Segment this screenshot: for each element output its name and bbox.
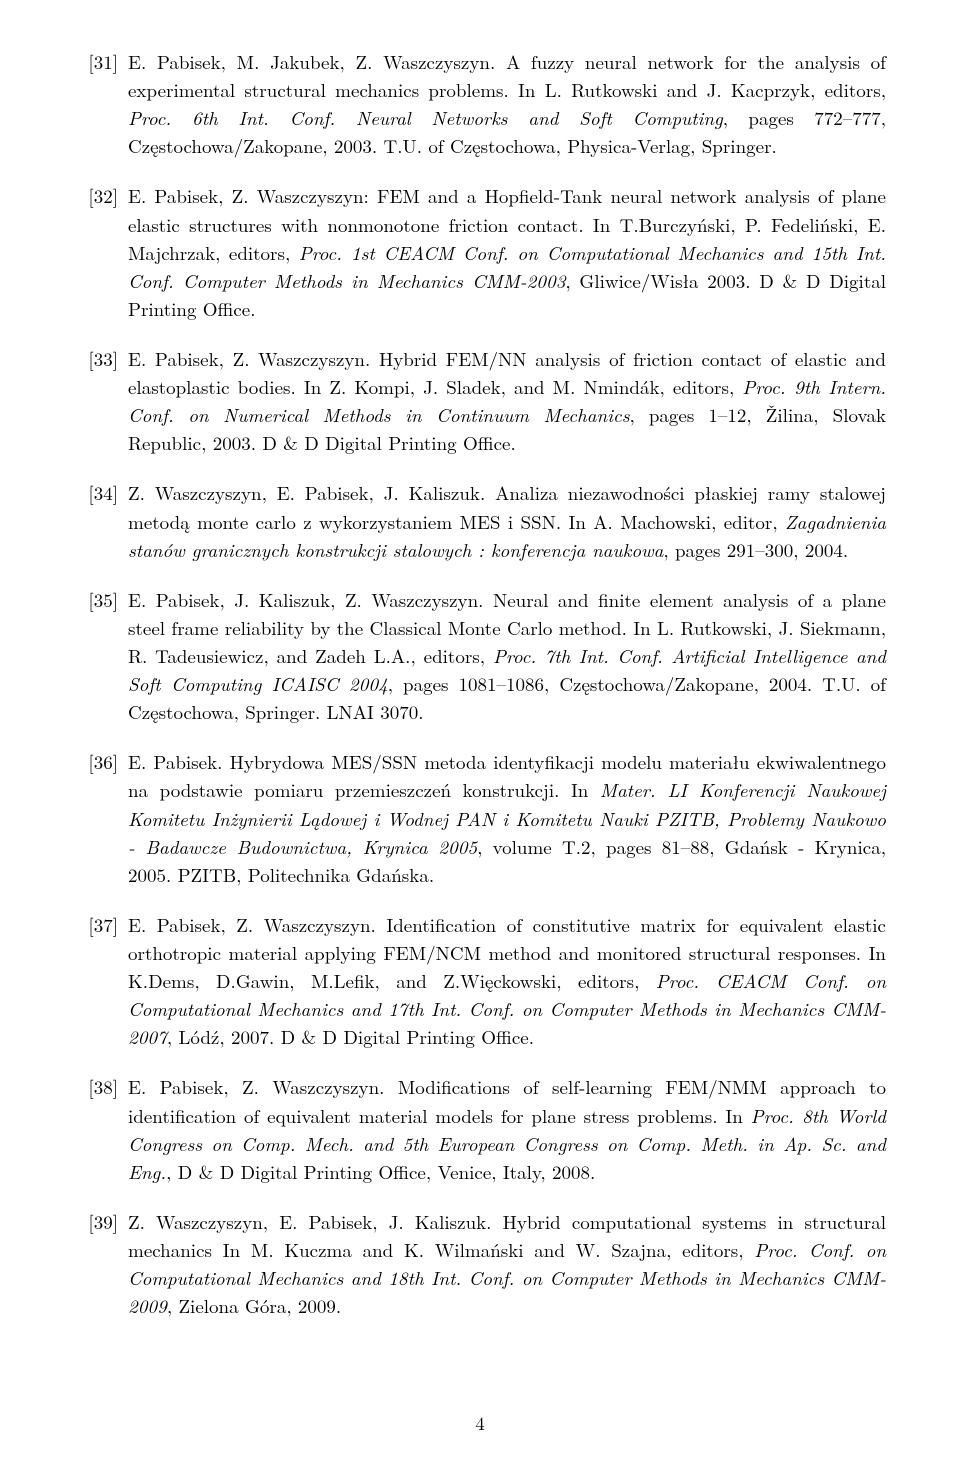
reference-text: E. Pabisek, Z. Waszczyszyn: FEM and a Ho… — [128, 182, 886, 323]
reference-number: [36] — [74, 748, 128, 776]
reference-number: [38] — [74, 1073, 128, 1101]
reference-text: Z. Waszczyszyn, E. Pabisek, J. Kaliszuk.… — [128, 1208, 886, 1320]
reference-text: E. Pabisek, M. Jakubek, Z. Waszczyszyn. … — [128, 48, 886, 160]
reference-item: [39]Z. Waszczyszyn, E. Pabisek, J. Kalis… — [74, 1208, 886, 1320]
page-number: 4 — [0, 1409, 960, 1436]
reference-text: E. Pabisek. Hybrydowa MES/SSN metoda ide… — [128, 748, 886, 889]
reference-text: E. Pabisek, Z. Waszczyszyn. Hybrid FEM/N… — [128, 345, 886, 457]
reference-item: [35]E. Pabisek, J. Kaliszuk, Z. Waszczys… — [74, 586, 886, 727]
reference-number: [31] — [74, 48, 128, 76]
reference-number: [39] — [74, 1208, 128, 1236]
reference-list: [31]E. Pabisek, M. Jakubek, Z. Waszczysz… — [74, 48, 886, 1320]
reference-item: [33]E. Pabisek, Z. Waszczyszyn. Hybrid F… — [74, 345, 886, 457]
reference-text: E. Pabisek, Z. Waszczyszyn. Modification… — [128, 1073, 886, 1185]
reference-text: Z. Waszczyszyn, E. Pabisek, J. Kaliszuk.… — [128, 479, 886, 563]
reference-item: [36]E. Pabisek. Hybrydowa MES/SSN metoda… — [74, 748, 886, 889]
reference-number: [34] — [74, 479, 128, 507]
reference-item: [34]Z. Waszczyszyn, E. Pabisek, J. Kalis… — [74, 479, 886, 563]
reference-number: [33] — [74, 345, 128, 373]
reference-item: [31]E. Pabisek, M. Jakubek, Z. Waszczysz… — [74, 48, 886, 160]
reference-number: [32] — [74, 182, 128, 210]
reference-item: [37]E. Pabisek, Z. Waszczyszyn. Identifi… — [74, 911, 886, 1052]
page: [31]E. Pabisek, M. Jakubek, Z. Waszczysz… — [0, 0, 960, 1466]
reference-item: [32]E. Pabisek, Z. Waszczyszyn: FEM and … — [74, 182, 886, 323]
reference-item: [38]E. Pabisek, Z. Waszczyszyn. Modifica… — [74, 1073, 886, 1185]
reference-number: [35] — [74, 586, 128, 614]
reference-number: [37] — [74, 911, 128, 939]
reference-text: E. Pabisek, J. Kaliszuk, Z. Waszczyszyn.… — [128, 586, 886, 727]
reference-text: E. Pabisek, Z. Waszczyszyn. Identificati… — [128, 911, 886, 1052]
